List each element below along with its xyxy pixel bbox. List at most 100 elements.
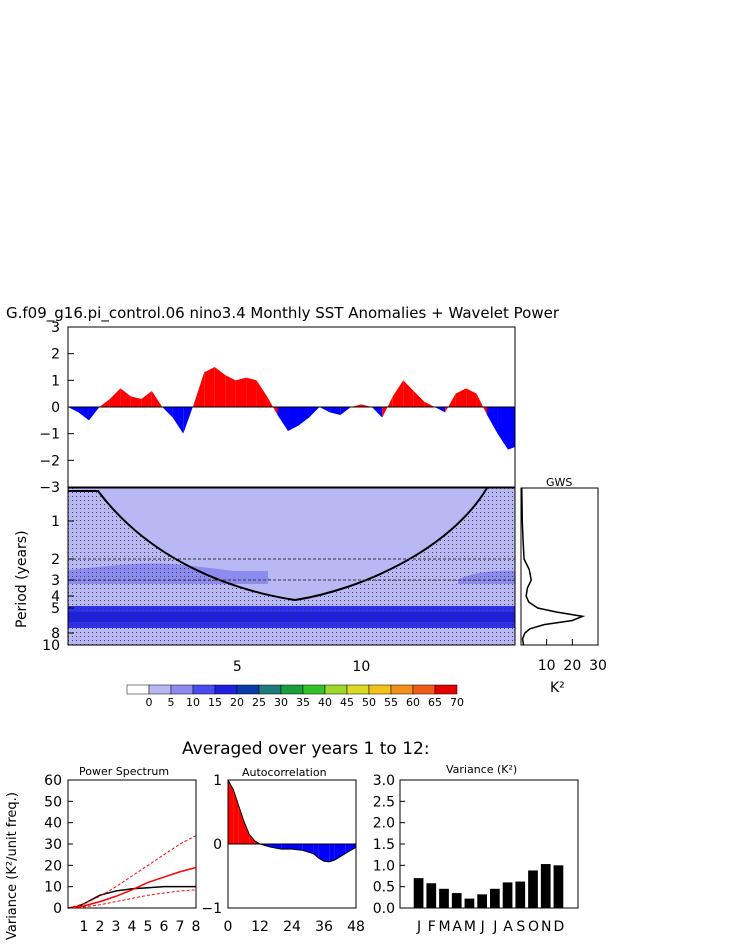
variance-panel: Variance (K²) 0.00.51.01.52.02.53.0J F M A M… bbox=[373, 763, 579, 935]
gws-panel: GWS 10 20 30 K² bbox=[520, 476, 607, 696]
variance-x-tick-label: J bbox=[480, 919, 485, 935]
colorbar-label: 10 bbox=[186, 696, 200, 709]
autocorr-segment bbox=[270, 844, 282, 850]
anomaly-segment bbox=[267, 396, 278, 415]
colorbar-label: 0 bbox=[146, 696, 153, 709]
variance-x-tick-label: D bbox=[554, 919, 565, 935]
anomaly-segment bbox=[403, 380, 414, 407]
colorbar-swatch bbox=[126, 684, 150, 695]
colorbar-label: 50 bbox=[362, 696, 376, 709]
wavelet-y-tick-label: 2 bbox=[51, 552, 60, 568]
variance-y-tick-label: 3.0 bbox=[373, 773, 395, 789]
spectrum-series bbox=[67, 889, 197, 909]
autocorr-segment bbox=[228, 780, 234, 844]
colorbar-label: 5 bbox=[168, 696, 175, 709]
variance-title: Variance (K²) bbox=[446, 763, 517, 776]
wavelet-y-tick-label: 1 bbox=[51, 514, 60, 530]
wavelet-y-tick-label: 10 bbox=[42, 638, 60, 654]
variance-x-tick-label: M bbox=[438, 919, 450, 935]
anomaly-panel: 3 2 1 0 −1 −2 −3 bbox=[39, 320, 516, 496]
colorbar-swatch bbox=[170, 684, 194, 695]
variance-bar bbox=[502, 882, 513, 908]
variance-bar bbox=[439, 888, 449, 908]
anomaly-segment bbox=[141, 391, 152, 407]
colorbar-swatch bbox=[368, 684, 392, 695]
anomaly-segment bbox=[466, 388, 477, 407]
spectrum-y-tick-label: 40 bbox=[44, 816, 62, 832]
variance-x-tick-label: O bbox=[528, 919, 539, 935]
spectrum-y-tick-label: 50 bbox=[44, 794, 62, 810]
anomaly-segment bbox=[350, 404, 362, 407]
spectrum-series bbox=[67, 866, 197, 909]
autocorr-segment bbox=[345, 844, 356, 854]
anomaly-segment bbox=[277, 407, 289, 431]
variance-x-tick-label: J bbox=[416, 919, 421, 935]
anomaly-segment bbox=[308, 407, 320, 418]
wavelet-x-tick-label: 5 bbox=[233, 659, 242, 675]
anomaly-segment bbox=[392, 380, 404, 407]
spectrum-x-tick-label: 6 bbox=[160, 919, 169, 935]
anomaly-tick-label: −3 bbox=[39, 480, 60, 496]
variance-y-tick-label: 0.5 bbox=[373, 880, 395, 896]
autocorr-segment bbox=[281, 844, 292, 850]
anomaly-segment bbox=[361, 404, 372, 407]
power-spectrum-y-label: Variance (K²/unit freq.) bbox=[5, 792, 20, 940]
colorbar-swatch bbox=[214, 684, 238, 695]
autocorr-segment bbox=[233, 789, 239, 844]
autocorrelation-panel: Autocorrelation 10−10 12 24 36 48 bbox=[201, 766, 365, 935]
autocorr-segment bbox=[329, 844, 335, 862]
spectrum-x-tick-label: 5 bbox=[144, 919, 153, 935]
colorbar-label: 40 bbox=[318, 696, 332, 709]
autocorr-x-tick-label: 0 bbox=[224, 919, 233, 935]
autocorr-x-tick-label: 36 bbox=[315, 919, 333, 935]
colorbar-label: 60 bbox=[406, 696, 420, 709]
spectrum-x-tick-label: 2 bbox=[96, 919, 105, 935]
variance-bar bbox=[426, 883, 437, 908]
colorbar-swatch bbox=[302, 684, 326, 695]
wavelet-x-tick-label: 10 bbox=[352, 659, 370, 675]
colorbar-swatch bbox=[148, 684, 172, 695]
spectrum-series bbox=[67, 885, 196, 909]
spectrum-y-tick-label: 20 bbox=[44, 858, 62, 874]
variance-bar bbox=[553, 865, 564, 908]
autocorr-segment bbox=[324, 844, 330, 862]
anomaly-tick-label: −1 bbox=[39, 427, 60, 443]
anomaly-segment bbox=[424, 401, 435, 407]
variance-bar bbox=[515, 881, 526, 908]
variance-x-tick-label: A bbox=[503, 919, 513, 935]
anomaly-tick-label: 3 bbox=[51, 320, 60, 336]
anomaly-segment bbox=[298, 407, 309, 426]
variance-y-tick-label: 2.0 bbox=[373, 816, 395, 832]
autocorr-segment bbox=[244, 821, 250, 844]
gws-tick-label: 30 bbox=[589, 658, 607, 674]
colorbar-swatch bbox=[324, 684, 348, 695]
spectrum-series bbox=[67, 835, 197, 909]
anomaly-segment bbox=[183, 404, 194, 434]
anomaly-segment bbox=[151, 391, 163, 407]
variance-x-tick-label: S bbox=[516, 919, 525, 935]
autocorr-segment bbox=[318, 844, 324, 862]
colorbar-swatch bbox=[346, 684, 370, 695]
variance-x-tick-label: F bbox=[428, 919, 436, 935]
variance-bar bbox=[528, 870, 538, 908]
anomaly-segment bbox=[508, 407, 515, 450]
power-spectrum-title: Power Spectrum bbox=[79, 765, 169, 778]
spectrum-x-tick-label: 8 bbox=[192, 919, 201, 935]
anomaly-tick-label: 1 bbox=[51, 373, 60, 389]
anomaly-segment bbox=[445, 393, 456, 413]
autocorrelation-title: Autocorrelation bbox=[242, 766, 327, 779]
anomaly-tick-label: 2 bbox=[51, 347, 60, 363]
colorbar-swatch bbox=[390, 684, 414, 695]
variance-x-tick-label: A bbox=[452, 919, 462, 935]
anomaly-segment bbox=[319, 407, 330, 413]
anomaly-segment bbox=[172, 407, 184, 434]
spectrum-y-tick-label: 60 bbox=[44, 773, 62, 789]
anomaly-segment bbox=[109, 388, 121, 407]
variance-bar bbox=[451, 893, 462, 908]
spectrum-x-tick-label: 3 bbox=[112, 919, 121, 935]
variance-y-tick-label: 1.0 bbox=[373, 858, 395, 874]
wavelet-y-tick-label: 4 bbox=[51, 589, 60, 605]
spectrum-x-tick-label: 1 bbox=[80, 919, 89, 935]
